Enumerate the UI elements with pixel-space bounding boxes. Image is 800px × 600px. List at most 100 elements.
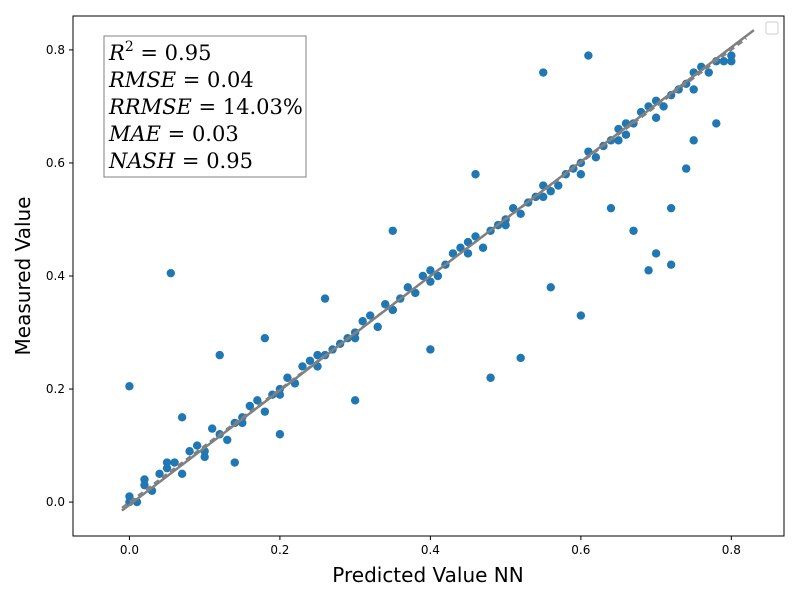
data-point <box>155 469 164 479</box>
data-point <box>546 187 555 196</box>
data-point <box>629 226 638 235</box>
y-axis-label: Measured Value <box>11 197 35 356</box>
data-point <box>463 237 473 247</box>
x-tick-label: 0.6 <box>571 543 590 557</box>
data-point <box>554 181 563 190</box>
y-axis: 0.0 0.2 0.4 0.6 0.8 <box>46 43 73 509</box>
data-point <box>140 475 149 484</box>
data-point <box>456 243 465 252</box>
x-tick-label: 0.2 <box>270 543 289 557</box>
data-point <box>192 441 202 450</box>
data-point <box>651 113 661 122</box>
data-point <box>373 322 382 332</box>
data-point <box>727 57 736 66</box>
data-point <box>230 458 239 467</box>
data-point <box>170 458 179 467</box>
data-point <box>215 350 224 360</box>
data-point <box>426 266 435 275</box>
data-point <box>313 350 322 360</box>
x-tick-label: 0.4 <box>421 543 440 557</box>
data-point <box>358 317 367 326</box>
data-point <box>486 373 495 382</box>
data-point <box>260 333 270 343</box>
x-axis: 0.0 0.2 0.4 0.6 0.8 <box>120 536 741 557</box>
data-point <box>591 153 601 162</box>
data-point <box>539 192 548 202</box>
stats-lines: R2 = 0.95 RMSE = 0.04 RRMSE = 14.03% MAE = … <box>108 39 303 173</box>
data-point <box>712 119 721 128</box>
data-point <box>689 85 698 94</box>
data-point <box>223 435 232 445</box>
data-point <box>403 283 413 292</box>
stat-r2: R2 = 0.95 <box>108 39 211 65</box>
data-point <box>260 407 270 416</box>
data-point <box>448 249 458 258</box>
data-point <box>584 51 593 60</box>
data-point <box>516 353 525 363</box>
data-point <box>305 356 315 365</box>
x-tick-label: 0.0 <box>120 543 139 557</box>
stats-box-frame <box>103 35 307 178</box>
data-point <box>478 243 488 252</box>
data-point <box>365 311 375 320</box>
data-point <box>426 277 435 286</box>
data-point <box>320 294 330 303</box>
stat-rrmse: RRMSE = 14.03% <box>108 95 303 119</box>
stats-box: R2 = 0.95 RMSE = 0.04 RRMSE = 14.03% MAE = … <box>103 35 307 178</box>
data-point <box>644 266 653 275</box>
data-point <box>666 203 676 213</box>
data-point <box>463 249 473 258</box>
data-point <box>275 430 285 439</box>
data-point <box>177 413 187 422</box>
data-point <box>177 469 187 479</box>
data-point <box>689 136 698 145</box>
data-point <box>546 283 555 292</box>
data-point <box>418 271 428 281</box>
data-point <box>719 57 729 66</box>
data-point <box>283 373 292 382</box>
y-tick-label: 0.6 <box>46 156 65 170</box>
data-point <box>704 68 713 77</box>
data-point <box>433 271 443 281</box>
data-point <box>471 170 480 179</box>
y-tick-label: 0.0 <box>46 495 65 509</box>
data-point <box>298 362 307 371</box>
data-point <box>614 136 623 145</box>
data-point <box>576 170 586 179</box>
data-point <box>207 424 217 433</box>
data-point <box>388 226 397 235</box>
data-point <box>651 249 661 258</box>
data-point <box>621 130 631 139</box>
data-point <box>659 102 668 111</box>
stat-mae: MAE = 0.03 <box>108 122 239 146</box>
stat-rmse: RMSE = 0.04 <box>108 68 254 92</box>
y-tick-label: 0.8 <box>46 43 65 57</box>
data-point <box>350 396 360 405</box>
data-point <box>426 345 435 354</box>
regression-lines <box>121 29 755 512</box>
data-point <box>666 260 676 269</box>
data-point <box>381 300 390 309</box>
data-point <box>162 458 172 467</box>
data-point <box>185 447 194 456</box>
data-point <box>539 68 548 77</box>
fit-line <box>121 29 755 512</box>
y-tick-label: 0.4 <box>46 269 65 283</box>
data-point <box>606 203 616 213</box>
data-point <box>576 311 586 320</box>
legend-box <box>765 21 779 35</box>
y-tick-label: 0.2 <box>46 382 65 396</box>
data-point <box>516 209 525 219</box>
x-axis-label: Predicted Value NN <box>332 563 523 587</box>
data-point <box>125 382 134 391</box>
data-point <box>471 232 480 241</box>
x-tick-label: 0.8 <box>722 543 741 557</box>
data-point <box>166 268 176 278</box>
data-point <box>253 396 262 405</box>
data-point <box>411 288 420 298</box>
stat-nash: NASH = 0.95 <box>108 149 253 173</box>
data-point <box>681 164 691 173</box>
data-point <box>245 401 255 411</box>
data-point <box>501 220 510 230</box>
